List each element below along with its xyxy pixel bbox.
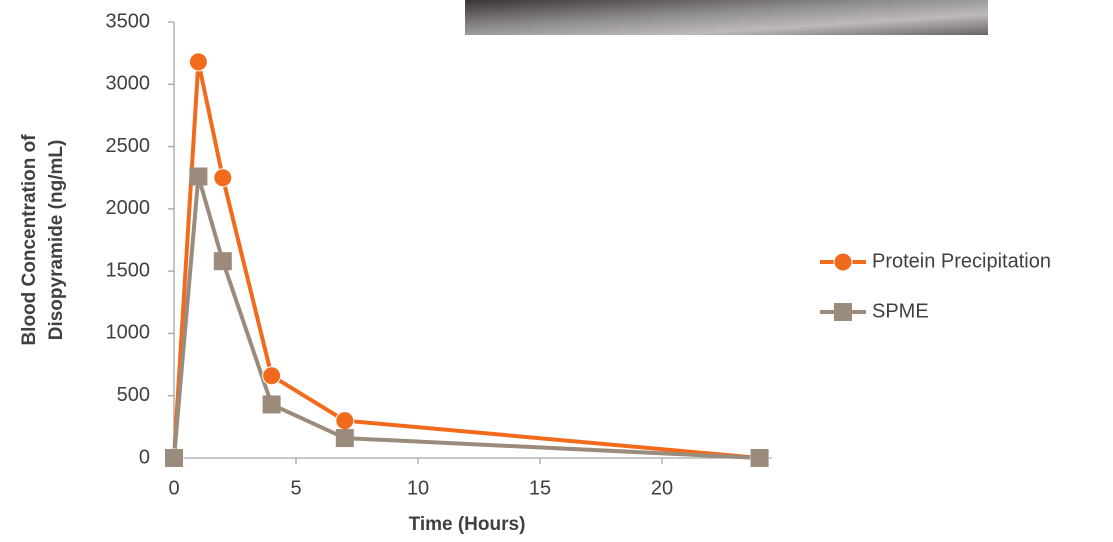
data-point: [189, 53, 207, 71]
series-line: [174, 176, 760, 458]
x-axis-label: Time (Hours): [409, 514, 526, 535]
y-tick-label: 1500: [106, 259, 151, 281]
data-point: [189, 167, 207, 185]
legend-marker: [834, 303, 852, 321]
y-tick-label: 0: [139, 446, 150, 468]
x-tick-label: 0: [168, 477, 179, 499]
data-point: [165, 449, 183, 467]
data-point: [214, 252, 232, 270]
legend-label: Protein Precipitation: [872, 250, 1051, 272]
chart: Blood Concentration of Disopyramide (ng/…: [0, 0, 1113, 542]
x-tick-label: 10: [407, 477, 429, 499]
data-point: [263, 367, 281, 385]
data-point: [263, 395, 281, 413]
x-tick-label: 15: [529, 477, 551, 499]
legend-label: SPME: [872, 300, 929, 322]
y-tick-label: 3000: [106, 73, 151, 95]
y-tick-label: 500: [117, 384, 150, 406]
y-axis-label: Blood Concentration of: [19, 134, 40, 346]
x-tick-label: 5: [290, 477, 301, 499]
data-point: [336, 429, 354, 447]
legend-marker: [834, 253, 852, 271]
x-tick-label: 20: [651, 477, 673, 499]
data-point: [336, 412, 354, 430]
y-tick-label: 3500: [106, 10, 151, 32]
y-axis-label: Disopyramide (ng/mL): [46, 140, 67, 341]
y-tick-label: 1000: [106, 322, 151, 344]
data-point: [751, 449, 769, 467]
y-tick-label: 2500: [106, 135, 151, 157]
y-tick-label: 2000: [106, 197, 151, 219]
series-line: [174, 62, 760, 458]
data-point: [214, 169, 232, 187]
photo: [465, 0, 988, 35]
